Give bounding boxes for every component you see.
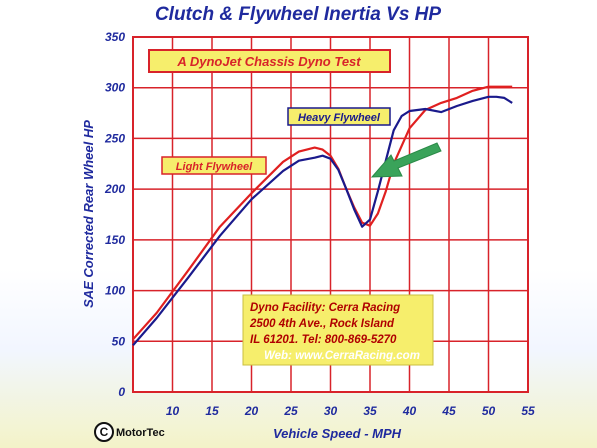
x-tick-label: 10 (166, 404, 180, 418)
y-tick-label: 100 (105, 284, 125, 298)
info-line-3: IL 61201. Tel: 800-869-5270 (250, 334, 397, 346)
info-line-1: Dyno Facility: Cerra Racing (250, 302, 400, 314)
y-tick-label: 150 (105, 233, 125, 247)
x-tick-label: 40 (402, 404, 417, 418)
info-box: Dyno Facility: Cerra Racing 2500 4th Ave… (242, 294, 434, 366)
x-tick-label: 55 (521, 404, 535, 418)
light-flywheel-text: Light Flywheel (176, 161, 253, 173)
x-tick-labels: 10 15 20 25 30 35 40 45 50 55 (166, 404, 535, 418)
chart-subtitle: A DynoJet Chassis Dyno Test (176, 54, 361, 69)
y-tick-label: 250 (104, 131, 125, 145)
light-flywheel-line (132, 85, 513, 341)
heavy-flywheel-line (132, 95, 513, 347)
y-tick-label: 50 (112, 334, 126, 348)
x-tick-label: 30 (324, 404, 338, 418)
y-axis-label: SAE Corrected Rear Wheel HP (81, 120, 96, 308)
heavy-flywheel-text: Heavy Flywheel (298, 112, 381, 124)
x-tick-label: 15 (205, 404, 219, 418)
light-flywheel-label: Light Flywheel (161, 156, 267, 175)
subtitle-box: A DynoJet Chassis Dyno Test (148, 49, 391, 73)
gridlines (133, 36, 529, 393)
green-arrow-icon (370, 142, 442, 178)
x-tick-label: 50 (482, 404, 496, 418)
x-tick-label: 20 (244, 404, 259, 418)
x-tick-label: 35 (363, 404, 377, 418)
series-lines (132, 85, 513, 347)
y-tick-labels: 0 50 100 150 200 250 300 350 (104, 30, 125, 399)
y-tick-label: 300 (105, 81, 125, 95)
info-line-4: Web: www.CerraRacing.com (264, 350, 420, 362)
y-tick-label: 350 (105, 30, 125, 44)
x-tick-label: 45 (441, 404, 456, 418)
motortec-logo: C MotorTec (94, 422, 165, 442)
y-tick-label: 0 (118, 385, 125, 399)
chart-title: Clutch & Flywheel Inertia Vs HP (155, 4, 441, 25)
x-axis-label: Vehicle Speed - MPH (273, 426, 402, 441)
x-tick-label: 25 (283, 404, 298, 418)
heavy-flywheel-label: Heavy Flywheel (287, 107, 391, 126)
info-line-2: 2500 4th Ave., Rock Island (249, 318, 395, 330)
logo-text: MotorTec (116, 427, 165, 439)
svg-text:C: C (100, 425, 109, 439)
y-tick-label: 200 (104, 182, 125, 196)
